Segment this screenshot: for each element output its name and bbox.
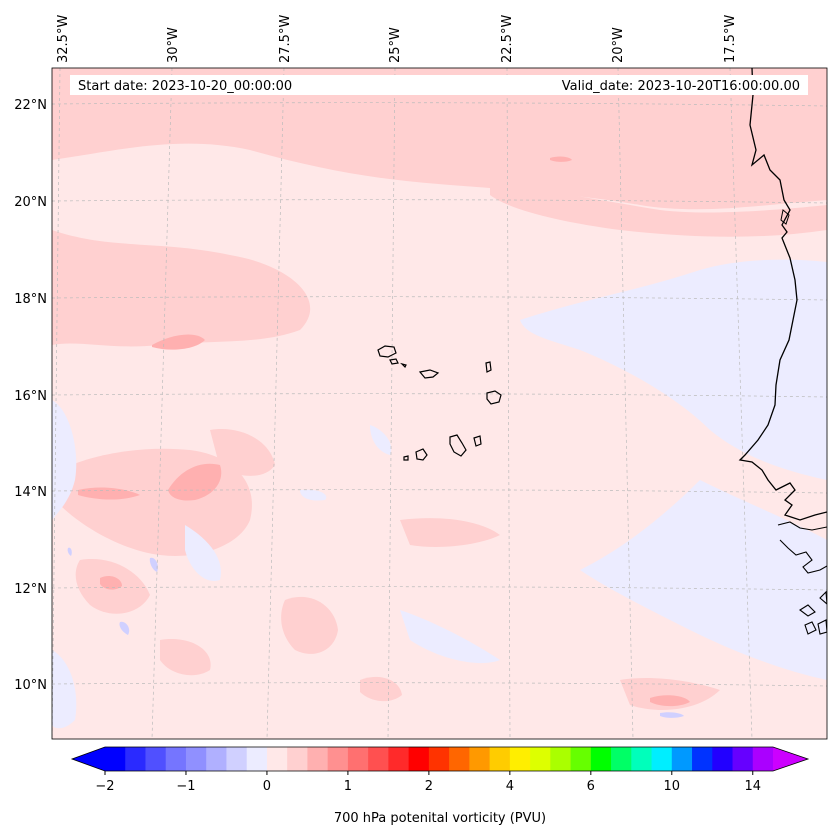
colorbar-segment (428, 747, 450, 771)
lon-label: 25°W (388, 27, 403, 63)
coastline-africa (738, 68, 827, 521)
island-sao-vicente (389, 358, 399, 365)
island-brava (403, 455, 409, 461)
colorbar-tick-label: 6 (587, 779, 595, 794)
colorbar-segment (631, 747, 653, 771)
lon-label: 32.5°W (56, 15, 71, 63)
colorbar-title: 700 hPa potenital vorticity (PVU) (334, 811, 546, 826)
colorbar-segment (590, 747, 612, 771)
colorbar-segment (550, 747, 572, 771)
island-fogo (415, 448, 428, 461)
colorbar-segment (165, 747, 187, 771)
colorbar-segment (266, 747, 288, 771)
info-box (70, 75, 808, 95)
coastline-banc-arguin (780, 209, 790, 225)
lon-label: 20°W (611, 27, 626, 63)
start-date-label: Start date: 2023-10-20_00:00:00 (78, 79, 292, 94)
colorbar-segment (125, 747, 146, 771)
pv-contour-medium-blue (67, 547, 684, 718)
map-panel (52, 68, 827, 739)
colorbar-tick-label: 14 (744, 779, 761, 794)
island-santo-antao (377, 345, 397, 358)
lat-label: 22°N (14, 98, 47, 113)
colorbar-segment (651, 747, 673, 771)
colorbar-segment (327, 747, 349, 771)
coastline-guinea-bissau (777, 521, 827, 635)
lat-label: 20°N (14, 195, 47, 210)
colorbar-segment (246, 747, 268, 771)
colorbar (70, 746, 810, 772)
colorbar-segment (368, 747, 389, 771)
colorbar-extend-over (773, 747, 808, 771)
colorbar-tick-label: 10 (664, 779, 681, 794)
latitude-labels: 22°N 20°N 18°N 16°N 14°N 12°N 10°N (14, 98, 47, 693)
colorbar-segment (185, 747, 207, 771)
colorbar-tick-label: 0 (263, 779, 271, 794)
gridlines (52, 68, 827, 739)
colorbar-tick-label: −2 (95, 779, 114, 794)
lon-label: 27.5°W (278, 15, 293, 63)
lat-label: 16°N (14, 389, 47, 404)
colorbar-tick-label: 2 (425, 779, 433, 794)
colorbar-segment (287, 747, 308, 771)
colorbar-segment (469, 747, 491, 771)
colorbar-segment (712, 747, 734, 771)
colorbar-segment (530, 747, 551, 771)
colorbar-segment (489, 747, 511, 771)
cape-verde-islands (377, 345, 502, 461)
colorbar-segment (408, 747, 430, 771)
colorbar-extend-under (72, 747, 105, 771)
colorbar-segment (206, 747, 227, 771)
colorbar-segment (732, 747, 754, 771)
pv-contour-medium-red (78, 156, 690, 707)
island-santa-luzia (400, 362, 407, 369)
colorbar-segment (570, 747, 592, 771)
island-boa-vista (486, 390, 502, 405)
pv-contour-light-blue (52, 259, 827, 729)
pv-contour-light-red (52, 68, 827, 710)
island-sal (485, 361, 492, 373)
colorbar-segment (671, 747, 693, 771)
colorbar-segment (388, 747, 410, 771)
colorbar-segment (347, 747, 369, 771)
lat-label: 14°N (14, 485, 47, 500)
colorbar-segment (752, 747, 774, 771)
island-maio (473, 435, 482, 447)
longitude-labels: 32.5°W 30°W 27.5°W 25°W 22.5°W 20°W 17.5… (56, 15, 738, 63)
colorbar-tick-label: −1 (176, 779, 195, 794)
lat-label: 10°N (14, 678, 47, 693)
map-frame (51, 67, 828, 740)
lon-label: 17.5°W (723, 15, 738, 63)
colorbar-segment (105, 747, 126, 771)
colorbar-ticks: −2 −1 0 1 2 4 6 10 14 (95, 771, 761, 794)
colorbar-tick-label: 4 (506, 779, 514, 794)
colorbar-segment (449, 747, 470, 771)
valid-date-label: Valid_date: 2023-10-20T16:00:00.00 (562, 79, 800, 94)
island-santiago (449, 434, 467, 457)
colorbar-segment (226, 747, 248, 771)
colorbar-segment (307, 747, 329, 771)
lon-label: 22.5°W (500, 15, 515, 63)
lat-label: 12°N (14, 582, 47, 597)
colorbar-segment (509, 747, 531, 771)
colorbar-segment (692, 747, 713, 771)
island-sao-nicolau (418, 369, 440, 379)
colorbar-tick-label: 1 (344, 779, 352, 794)
lon-label: 30°W (166, 27, 181, 63)
colorbar-segment (611, 747, 632, 771)
colorbar-segment (145, 747, 167, 771)
lat-label: 18°N (14, 292, 47, 307)
